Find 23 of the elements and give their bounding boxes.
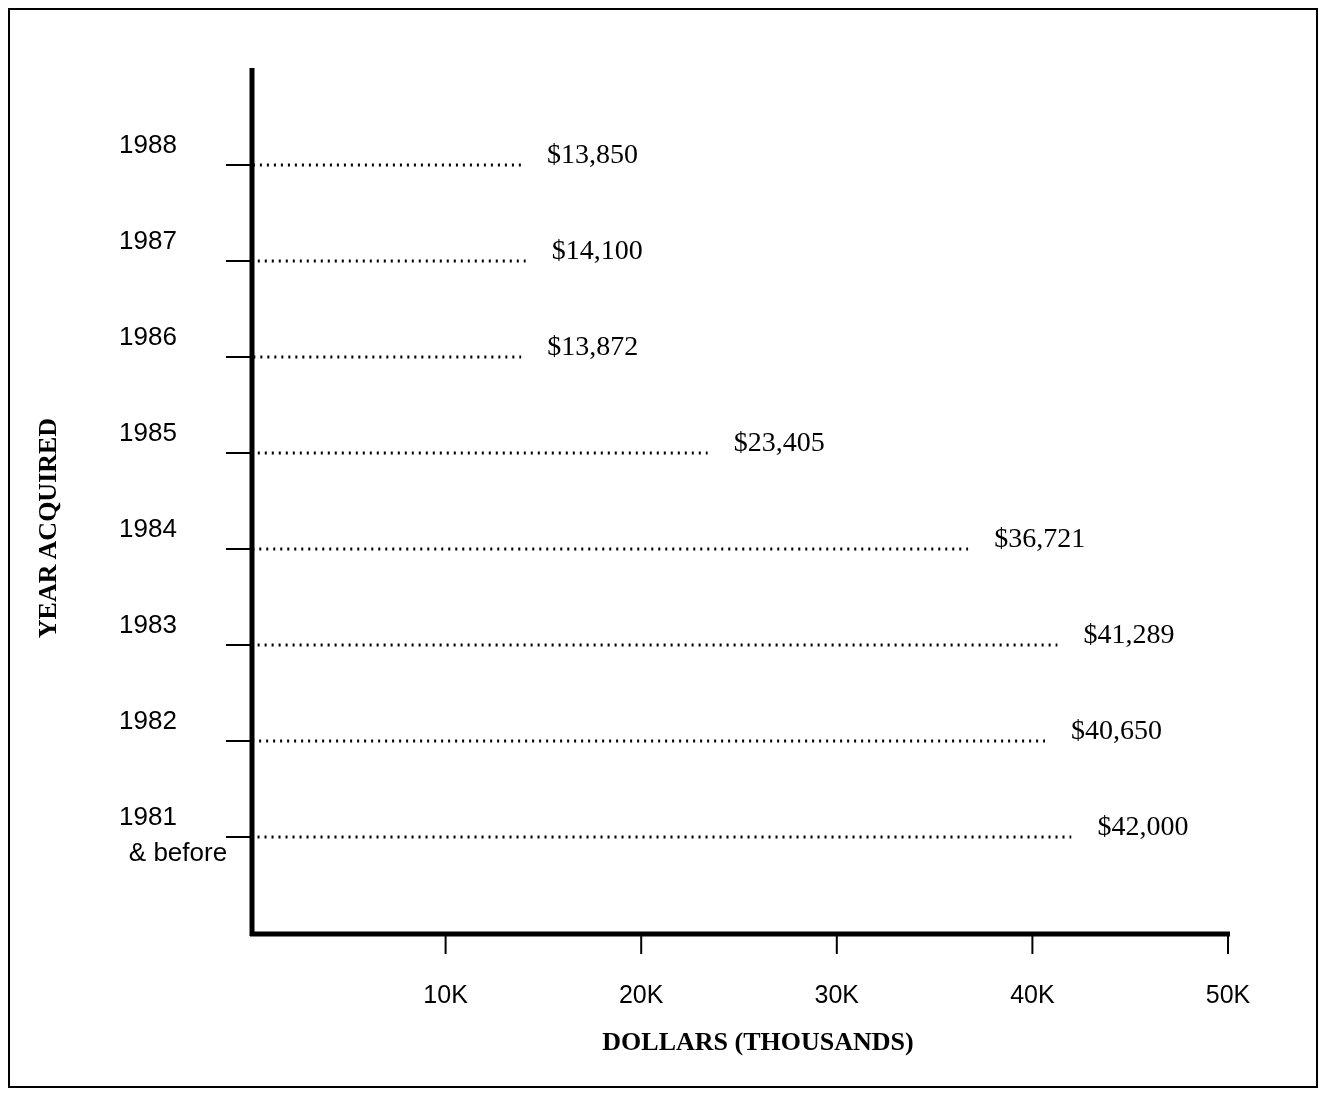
y-tick-label: 1981 & before <box>119 801 228 867</box>
x-tick-label: 20K <box>618 980 664 1008</box>
y-tick-label: 1982 <box>119 705 177 735</box>
data-label: $23,405 <box>733 426 825 457</box>
x-tick-label: 30K <box>814 980 860 1008</box>
data-label: $40,650 <box>1071 714 1163 745</box>
x-tick-label: 10K <box>423 980 469 1008</box>
y-tick-label: 1986 <box>119 321 177 351</box>
x-tick-label: 50K <box>1205 980 1251 1008</box>
data-label: $13,872 <box>547 330 639 361</box>
data-label: $41,289 <box>1083 618 1175 649</box>
x-axis-title: DOLLARS (THOUSANDS) <box>602 1027 914 1056</box>
y-tick-label: 1984 <box>119 513 177 543</box>
y-axis-title: YEAR ACQUIRED <box>33 417 62 639</box>
data-label: $13,850 <box>546 138 638 169</box>
data-label: $36,721 <box>994 522 1086 553</box>
x-tick-label: 40K <box>1010 980 1055 1008</box>
y-tick-label: 1988 <box>119 129 177 159</box>
y-tick-label: 1987 <box>119 225 177 255</box>
data-label: $42,000 <box>1097 810 1189 841</box>
y-tick-label: 1985 <box>119 417 177 447</box>
data-label: $14,100 <box>551 234 643 265</box>
y-tick-label: 1983 <box>119 609 177 639</box>
